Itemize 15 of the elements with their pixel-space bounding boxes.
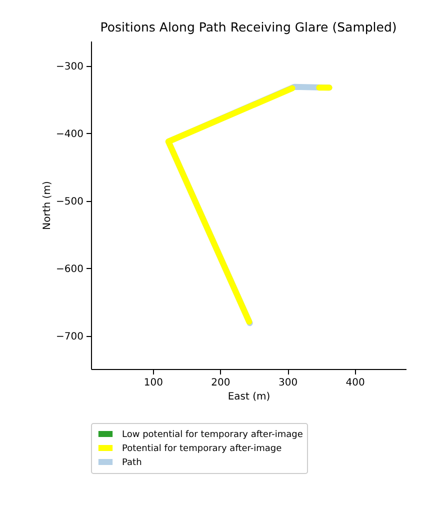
legend-label: Low potential for temporary after-image xyxy=(122,430,304,440)
chart-title: Positions Along Path Receiving Glare (Sampled) xyxy=(100,20,397,34)
legend-label: Path xyxy=(122,458,142,468)
y-tick-label: −600 xyxy=(56,264,84,275)
y-tick-label: −400 xyxy=(56,128,84,140)
legend-label: Potential for temporary after-image xyxy=(122,444,282,454)
y-tick-label: −300 xyxy=(56,61,84,72)
y-tick-label: −500 xyxy=(56,196,84,208)
x-axis-title: East (m) xyxy=(228,392,270,402)
x-tick-label: 200 xyxy=(211,378,230,388)
y-axis-title: North (m) xyxy=(42,181,54,230)
y-tick-label: −700 xyxy=(56,331,84,342)
x-tick-label: 100 xyxy=(144,378,163,388)
x-tick-label: 300 xyxy=(278,378,298,388)
x-tick-label: 400 xyxy=(346,378,365,388)
